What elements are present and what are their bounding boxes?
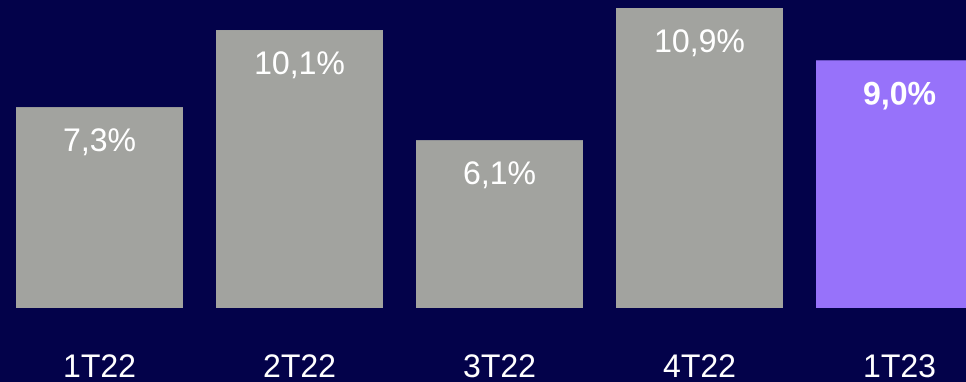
value-label-4T22: 10,9% — [654, 23, 745, 59]
category-label-4T22: 4T22 — [663, 348, 736, 382]
bar-3T22 — [416, 140, 583, 308]
bar-2T22 — [216, 30, 383, 309]
category-label-1T22: 1T22 — [63, 348, 136, 382]
category-label-2T22: 2T22 — [263, 348, 336, 382]
category-labels-group: 1T22 2T22 3T22 4T22 1T23 — [63, 348, 936, 382]
bar-1T22 — [16, 107, 183, 308]
category-label-3T22: 3T22 — [463, 348, 536, 382]
value-label-1T23: 9,0% — [863, 75, 936, 111]
category-label-1T23: 1T23 — [863, 348, 936, 382]
value-label-1T22: 7,3% — [63, 122, 136, 158]
bar-1T23 — [816, 60, 966, 308]
bars-group — [16, 8, 966, 309]
value-label-2T22: 10,1% — [254, 45, 345, 81]
value-labels-group: 7,3% 10,1% 6,1% 10,9% 9,0% — [63, 23, 936, 191]
bar-4T22 — [616, 8, 783, 308]
value-label-3T22: 6,1% — [463, 155, 536, 191]
